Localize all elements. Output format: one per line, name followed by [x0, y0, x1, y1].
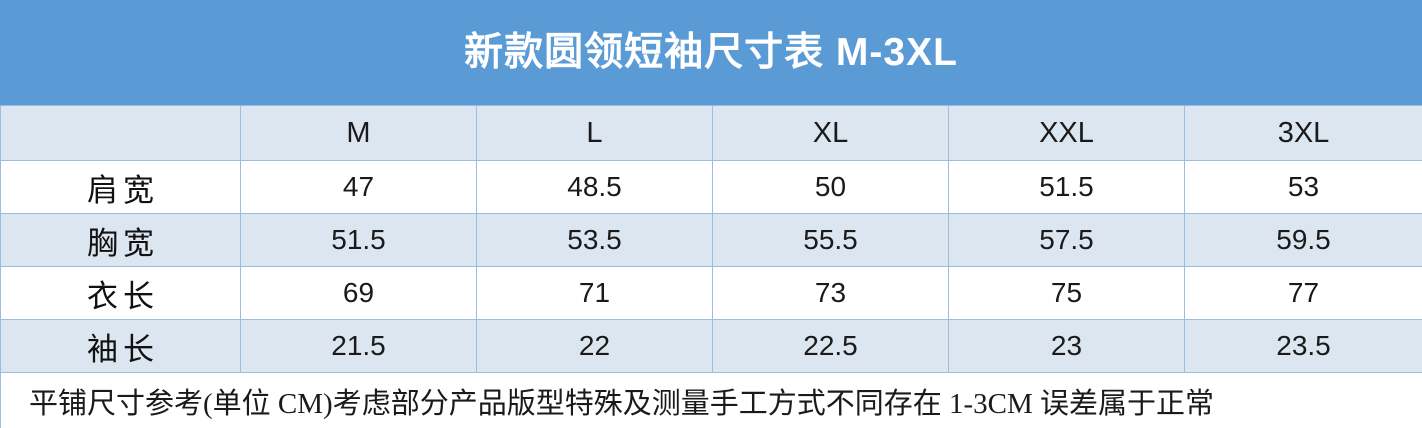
size-chart-table: M L XL XXL 3XL 肩宽 47 48.5 50 51.5 53 胸宽 …: [0, 105, 1422, 428]
cell-length-3xl: 77: [1184, 266, 1422, 320]
cell-shoulder-xl: 50: [712, 160, 949, 214]
cell-sleeve-m: 21.5: [240, 319, 477, 373]
cell-chest-xxl: 57.5: [948, 213, 1185, 267]
cell-sleeve-xxl: 23: [948, 319, 1185, 373]
column-header-l: L: [476, 105, 713, 161]
table-header-row: M L XL XXL 3XL: [0, 105, 1422, 161]
page-title: 新款圆领短袖尺寸表 M-3XL: [464, 31, 958, 74]
table-footer-row: 平铺尺寸参考(单位 CM)考虑部分产品版型特殊及测量手工方式不同存在 1-3CM…: [0, 372, 1422, 428]
cell-chest-3xl: 59.5: [1184, 213, 1422, 267]
cell-shoulder-l: 48.5: [476, 160, 713, 214]
table-row: 肩宽 47 48.5 50 51.5 53: [0, 160, 1422, 214]
row-label-sleeve: 袖长: [0, 319, 241, 373]
cell-shoulder-3xl: 53: [1184, 160, 1422, 214]
row-label-chest: 胸宽: [0, 213, 241, 267]
cell-length-m: 69: [240, 266, 477, 320]
column-header-m: M: [240, 105, 477, 161]
cell-shoulder-xxl: 51.5: [948, 160, 1185, 214]
cell-chest-xl: 55.5: [712, 213, 949, 267]
cell-length-xl: 73: [712, 266, 949, 320]
table-row: 袖长 21.5 22 22.5 23 23.5: [0, 319, 1422, 373]
cell-length-l: 71: [476, 266, 713, 320]
column-header-xl: XL: [712, 105, 949, 161]
column-header-3xl: 3XL: [1184, 105, 1422, 161]
cell-shoulder-m: 47: [240, 160, 477, 214]
cell-chest-m: 51.5: [240, 213, 477, 267]
cell-sleeve-l: 22: [476, 319, 713, 373]
column-header-xxl: XXL: [948, 105, 1185, 161]
table-row: 胸宽 51.5 53.5 55.5 57.5 59.5: [0, 213, 1422, 267]
row-label-shoulder: 肩宽: [0, 160, 241, 214]
measurement-note: 平铺尺寸参考(单位 CM)考虑部分产品版型特殊及测量手工方式不同存在 1-3CM…: [0, 372, 1422, 428]
table-corner-cell: [0, 105, 241, 161]
cell-sleeve-xl: 22.5: [712, 319, 949, 373]
cell-sleeve-3xl: 23.5: [1184, 319, 1422, 373]
row-label-length: 衣长: [0, 266, 241, 320]
cell-length-xxl: 75: [948, 266, 1185, 320]
table-row: 衣长 69 71 73 75 77: [0, 266, 1422, 320]
cell-chest-l: 53.5: [476, 213, 713, 267]
title-banner: 新款圆领短袖尺寸表 M-3XL: [0, 0, 1422, 105]
